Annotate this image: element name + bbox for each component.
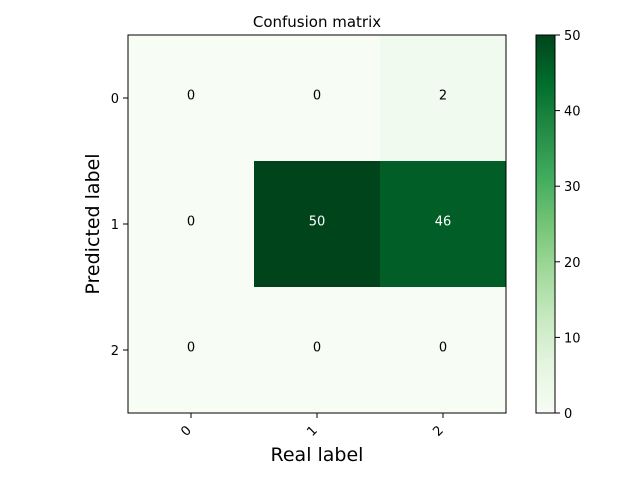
y-tick-label: 0 — [111, 92, 119, 107]
heatmap-cell-r0-c1 — [254, 35, 381, 162]
y-axis-label: Predicted label — [82, 153, 104, 294]
y-tick-label: 2 — [111, 344, 119, 359]
heatmap-cell-r1-c0 — [128, 161, 255, 288]
colorbar-tick-label: 10 — [564, 331, 581, 346]
x-axis-label: Real label — [271, 444, 364, 466]
heatmap-cell-r0-c2 — [380, 35, 507, 162]
heatmap-cell-r1-c2 — [380, 161, 507, 288]
colorbar-tick-label: 30 — [564, 180, 581, 195]
y-tick-label: 1 — [111, 218, 119, 233]
x-axis-ticks: 0 1 2 — [178, 413, 447, 440]
cell-value-label: 46 — [435, 215, 452, 230]
chart-title: Confusion matrix — [253, 13, 381, 31]
x-tick-label: 1 — [304, 423, 320, 439]
x-tick-label: 0 — [178, 423, 194, 439]
cell-value-label: 0 — [313, 89, 321, 104]
cell-value-label: 0 — [439, 341, 447, 356]
heatmap-cell-r1-c1 — [254, 161, 381, 288]
cell-value-label: 50 — [309, 215, 326, 230]
x-tick-label: 2 — [430, 423, 446, 439]
cell-value-label: 0 — [187, 89, 195, 104]
heatmap-cell-labels: 0 0 2 0 50 46 0 0 0 — [187, 89, 451, 356]
y-axis-ticks: 0 1 2 — [111, 92, 128, 359]
heatmap-cell-r2-c0 — [128, 287, 255, 414]
colorbar-tick-label: 20 — [564, 256, 581, 271]
heatmap-cell-r2-c1 — [254, 287, 381, 414]
heatmap-cells — [128, 35, 507, 414]
colorbar-tick-label: 40 — [564, 105, 581, 120]
colorbar-ticks: 0 10 20 30 40 50 — [555, 29, 581, 422]
cell-value-label: 2 — [439, 89, 447, 104]
heatmap-cell-r0-c0 — [128, 35, 255, 162]
colorbar-tick-label: 0 — [564, 407, 572, 422]
colorbar — [535, 34, 556, 414]
cell-value-label: 0 — [313, 341, 321, 356]
heatmap-cell-r2-c2 — [380, 287, 507, 414]
colorbar-tick-label: 50 — [564, 29, 581, 44]
cell-value-label: 0 — [187, 215, 195, 230]
cell-value-label: 0 — [187, 341, 195, 356]
